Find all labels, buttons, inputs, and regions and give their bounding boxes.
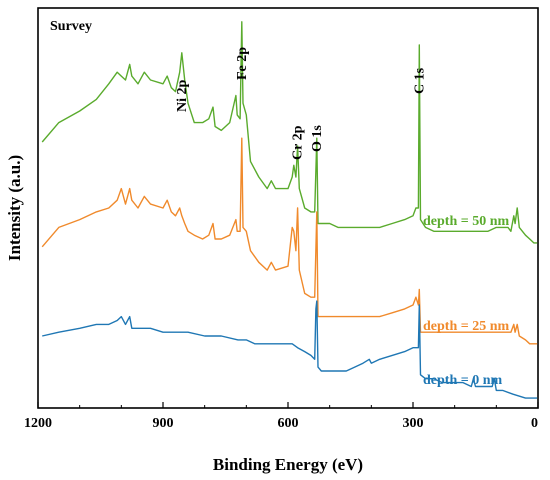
series-label-depth-50-nm: depth = 50 nm [423,214,509,229]
x-tick-label: 1200 [24,416,52,431]
peak-label-cr-2p: Cr 2p [291,125,306,160]
x-tick-label: 900 [153,416,174,431]
peak-label-c-1s: C 1s [412,67,427,94]
y-axis-title: Intensity (a.u.) [5,155,24,261]
x-tick-label: 0 [531,416,538,431]
x-axis-ticks: 1200 900 600 300 0 [24,402,539,431]
peak-label-ni-2p: Ni 2p [175,80,190,113]
x-axis-title: Binding Energy (eV) [213,455,363,474]
peak-labels: Ni 2p Fe 2p Cr 2p O 1s C 1s [175,47,428,160]
peak-label-o-1s: O 1s [310,125,325,152]
series-line-depth-50-nm [41,21,538,244]
depth-labels: depth = 50 nm depth = 25 nm depth = 0 nm [423,214,509,388]
series-line-depth-0-nm [42,300,538,399]
series-line-depth-25-nm [41,137,538,345]
series-layer [41,21,538,399]
chart-title: Survey [50,19,92,34]
x-tick-label: 300 [403,416,424,431]
series-label-depth-25-nm: depth = 25 nm [423,319,509,334]
peak-label-fe-2p: Fe 2p [235,47,250,80]
x-tick-label: 600 [278,416,299,431]
series-label-depth-0-nm: depth = 0 nm [423,373,502,388]
plot-frame [37,7,539,409]
